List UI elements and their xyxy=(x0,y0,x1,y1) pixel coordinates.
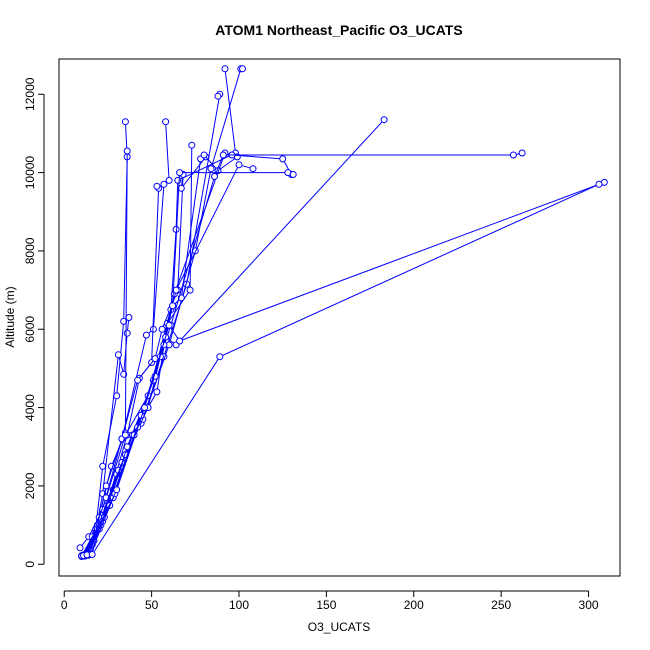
series-line-14 xyxy=(81,152,523,557)
data-point xyxy=(221,65,229,73)
data-point xyxy=(121,118,129,126)
data-point xyxy=(165,176,173,184)
x-tick-label: 150 xyxy=(316,598,336,612)
data-point xyxy=(207,165,215,173)
x-axis-label: O3_UCATS xyxy=(308,620,370,634)
series-line-5 xyxy=(81,185,160,557)
y-tick-label: 12000 xyxy=(23,77,37,111)
data-point xyxy=(380,116,388,124)
data-point xyxy=(120,317,128,325)
data-point xyxy=(120,370,128,378)
data-point xyxy=(162,118,170,126)
data-point xyxy=(211,173,218,180)
y-tick-label: 8000 xyxy=(23,237,37,264)
y-tick-label: 6000 xyxy=(23,316,37,343)
data-point xyxy=(239,65,246,73)
data-point xyxy=(153,388,161,396)
data-point xyxy=(123,329,131,337)
y-axis: 0 2000 4000 6000 8000 10000 12000 xyxy=(23,77,45,568)
data-point xyxy=(595,180,603,188)
data-point xyxy=(216,353,224,361)
y-tick-label: 10000 xyxy=(23,156,37,190)
y-tick-label: 0 xyxy=(23,561,37,568)
data-point xyxy=(169,302,177,310)
data-point xyxy=(235,161,243,169)
data-point xyxy=(174,176,182,184)
x-axis: 0 50 100 150 200 250 300 xyxy=(61,590,599,612)
data-point xyxy=(186,286,194,294)
x-tick-label: 100 xyxy=(229,598,249,612)
data-point xyxy=(158,325,166,333)
data-point xyxy=(153,182,161,190)
y-tick-label: 2000 xyxy=(23,472,37,499)
x-tick-label: 0 xyxy=(61,598,68,612)
plot-frame xyxy=(58,58,621,577)
data-point xyxy=(113,486,121,494)
data-point xyxy=(188,141,196,149)
data-point xyxy=(134,376,142,384)
data-point xyxy=(509,151,517,159)
chart-title: ATOM1 Northeast_Pacific O3_UCATS xyxy=(215,22,462,38)
data-point xyxy=(160,180,168,188)
data-point xyxy=(200,151,208,159)
data-point xyxy=(176,337,184,345)
series-line-18 xyxy=(91,183,600,555)
data-point xyxy=(279,155,287,163)
series-line-6 xyxy=(79,156,207,549)
data-point xyxy=(142,331,150,339)
data-point xyxy=(125,314,133,321)
y-tick-label: 4000 xyxy=(23,394,37,421)
data-point xyxy=(88,551,96,558)
data-point xyxy=(99,462,107,470)
data-point xyxy=(76,544,84,552)
x-tick-label: 250 xyxy=(491,598,511,612)
data-point xyxy=(518,149,526,157)
x-tick-label: 200 xyxy=(404,598,424,612)
data-point xyxy=(289,171,297,178)
data-point xyxy=(214,92,222,100)
data-point xyxy=(121,431,129,439)
x-tick-label: 300 xyxy=(579,598,599,612)
x-tick-label: 50 xyxy=(145,598,159,612)
series-layer xyxy=(76,65,608,560)
data-point xyxy=(123,147,131,155)
data-point xyxy=(219,151,227,159)
data-point xyxy=(114,351,122,359)
series-line-11 xyxy=(83,154,238,556)
data-point xyxy=(141,404,149,412)
data-point xyxy=(249,165,257,173)
y-axis-label: Altitude (m) xyxy=(3,286,17,347)
data-point xyxy=(165,321,173,329)
data-point xyxy=(113,392,121,400)
data-point xyxy=(176,169,184,177)
series-line-17 xyxy=(86,181,605,556)
